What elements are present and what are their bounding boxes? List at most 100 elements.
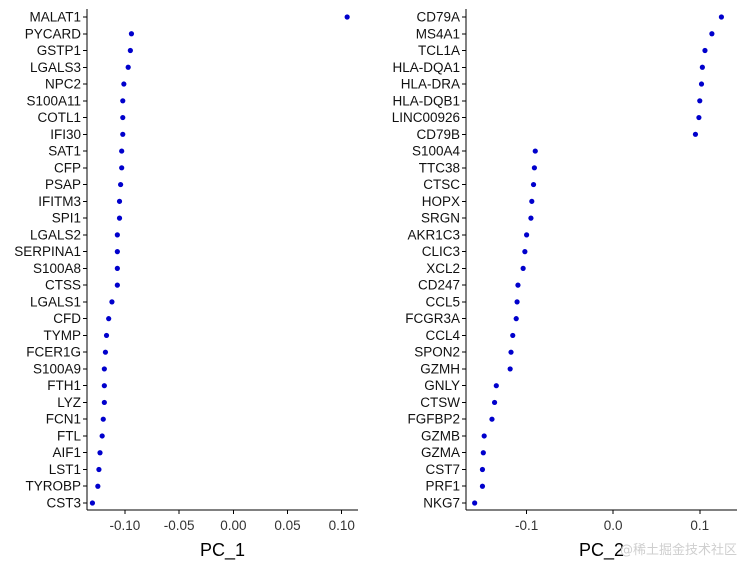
pc1-loading-point	[127, 47, 133, 54]
pc1-loading-point	[114, 232, 120, 238]
pc1-gene-label: FCN1	[46, 412, 81, 427]
pc1-gene-label: SERPINA1	[14, 244, 81, 259]
pc2-loading-point	[718, 14, 725, 20]
pc2-gene-label: GZMB	[421, 428, 460, 443]
pc1-loading-point	[119, 165, 125, 171]
pc1-x-tick-label: 0.10	[329, 518, 355, 533]
pc2-loading-point	[491, 399, 498, 406]
pc2-loading-point	[489, 416, 495, 422]
pc1-gene-label: FTL	[57, 428, 81, 443]
pc1-gene-label: CFP	[54, 160, 81, 175]
pc2-gene-label: HLA-DRA	[401, 77, 460, 92]
pc2-gene-label: HLA-DQB1	[392, 93, 460, 108]
pc2-loading-point	[520, 265, 526, 271]
pc2-gene-label: TTC38	[419, 160, 460, 175]
pc1-loading-point	[101, 399, 107, 406]
pc2-gene-label: CLIC3	[422, 244, 460, 259]
pc2-gene-label: HOPX	[422, 194, 460, 209]
pc1-gene-label: LGALS2	[30, 227, 81, 242]
pc1-loading-point	[120, 114, 126, 121]
pc1-loading-point	[114, 282, 120, 288]
pc2-loading-point	[702, 47, 708, 54]
pc2-gene-label: SPON2	[414, 345, 460, 360]
pc1-gene-label: AIF1	[52, 445, 81, 460]
pc1-loading-point	[89, 500, 96, 506]
pc2-x-tick-label: -0.1	[515, 518, 538, 533]
pc1-gene-label: PYCARD	[25, 26, 82, 41]
pc1-loading-point	[95, 483, 101, 489]
pc2-loading-point	[510, 332, 516, 339]
pc1-loading-point	[109, 299, 115, 305]
pc2-loading-point	[529, 198, 535, 204]
pc1-loading-point	[103, 332, 110, 339]
pc2-gene-label: CCL4	[425, 328, 460, 343]
pc1-loading-point	[114, 265, 120, 271]
pc2-loading-point	[479, 483, 486, 489]
pc2-loading-point	[709, 31, 715, 37]
pc2-loading-point	[696, 114, 702, 121]
pc2-gene-label: CD79A	[416, 10, 460, 25]
pc2-loading-point	[514, 299, 520, 305]
pc1-gene-label: LYZ	[57, 395, 81, 410]
pc2-gene-label: CD79B	[416, 127, 460, 142]
pc1-gene-label: S100A11	[26, 93, 81, 108]
pc1-loading-point	[128, 31, 135, 37]
pc1-gene-label: NPC2	[45, 77, 81, 92]
pc1-gene-label: LST1	[49, 462, 81, 477]
pc2-loading-point	[697, 98, 703, 104]
pc1-loading-point	[114, 249, 120, 255]
pc2-gene-label: GNLY	[424, 378, 460, 393]
pc1-gene-label: S100A8	[33, 261, 81, 276]
pc2-loading-point	[479, 466, 486, 473]
pc1-loading-point	[106, 316, 112, 322]
pc1-gene-label: SPI1	[52, 211, 81, 226]
pc2-x-tick-label: 0.1	[690, 518, 709, 533]
pc2-loading-point	[513, 316, 519, 322]
pc1-x-tick-label: -0.05	[164, 518, 195, 533]
pc2-gene-label: GZMH	[420, 361, 460, 376]
pc2-gene-label: CST7	[425, 462, 460, 477]
pc1-loading-point	[116, 198, 123, 204]
pc2-gene-label: CTSW	[420, 395, 460, 410]
pc1-gene-label: FCER1G	[26, 345, 81, 360]
pc1-gene-label: TYMP	[43, 328, 81, 343]
pc1-gene-label: PSAP	[45, 177, 81, 192]
pc1-gene-label: GSTP1	[37, 43, 81, 58]
pc1-loading-point	[344, 14, 350, 20]
pc2-gene-label: HLA-DQA1	[392, 60, 460, 75]
pc1-gene-label: MALAT1	[29, 10, 81, 25]
pc1-gene-label: CFD	[53, 311, 81, 326]
pc1-loading-point	[101, 366, 107, 372]
pc1-loading-point	[99, 433, 105, 439]
pc2-gene-label: AKR1C3	[407, 227, 460, 242]
pc1-axis-title: PC_1	[200, 540, 245, 561]
pc2-loading-point	[472, 500, 478, 506]
pc2-loading-point	[522, 249, 528, 255]
pc1-loading-point	[120, 98, 126, 104]
pc2-loading-point	[507, 366, 513, 372]
pc1-x-tick-label: 0.05	[274, 518, 300, 533]
pc1-loading-point	[116, 215, 123, 221]
pc2-gene-label: NKG7	[423, 496, 460, 511]
pc2-loading-point	[698, 81, 705, 87]
pc2-gene-label: FGFBP2	[407, 412, 460, 427]
pc1-gene-label: CTSS	[45, 278, 81, 293]
pc2-loading-point	[508, 349, 514, 355]
pc1-loading-point	[97, 450, 103, 456]
pc1-x-tick-label: -0.10	[110, 518, 141, 533]
pc2-x-tick-label: 0.0	[604, 518, 623, 533]
pc2-gene-label: TCL1A	[418, 43, 460, 58]
pc1-gene-label: LGALS3	[30, 60, 81, 75]
pc2-loading-point	[515, 282, 521, 288]
pc2-loading-point	[481, 433, 487, 439]
pc2-loading-point	[692, 131, 699, 137]
pc1-gene-label: S100A9	[33, 361, 81, 376]
pc2-gene-label: LINC00926	[392, 110, 460, 125]
pc1-loading-point	[125, 64, 131, 70]
pc2-loading-point	[493, 383, 499, 389]
pc1-loading-point	[121, 81, 127, 87]
pc1-gene-label: FTH1	[47, 378, 81, 393]
